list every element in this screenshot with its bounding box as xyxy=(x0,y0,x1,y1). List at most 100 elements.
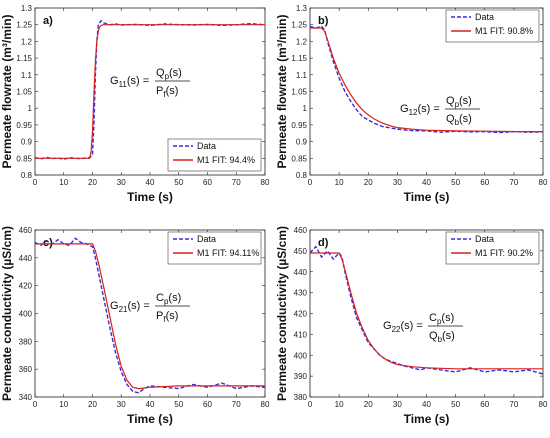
x-tick-label: 70 xyxy=(509,178,518,187)
y-tick-label: 1.2 xyxy=(21,37,33,46)
y-tick-label: 380 xyxy=(19,337,33,346)
x-tick-label: 30 xyxy=(393,400,402,409)
x-tick-label: 40 xyxy=(422,400,431,409)
transfer-function-lhs: G22(s) = xyxy=(383,320,423,334)
y-tick-label: 1.25 xyxy=(16,21,32,30)
legend: Data M1 FIT: 90.8% xyxy=(445,9,540,43)
transfer-function-numerator: Qp(s) xyxy=(156,67,182,81)
y-tick-label: 1.1 xyxy=(21,71,33,80)
panel-label: a) xyxy=(43,15,53,27)
legend: Data M1 FIT: 90.2% xyxy=(445,231,540,265)
x-tick-label: 10 xyxy=(335,178,344,187)
legend: Data M1 FIT: 94.11% xyxy=(167,231,262,265)
y-tick-label: 360 xyxy=(19,365,33,374)
transfer-function: G22(s) = Cp(s) Qb(s) xyxy=(383,312,463,344)
x-tick-label: 20 xyxy=(88,178,97,187)
chart-panel-2: 0 10 20 30 40 50 60 70 80 0.8 0.85 0.9 0.95 1 1.05 1.1 1… xyxy=(275,4,548,204)
y-tick-label: 1.05 xyxy=(291,88,307,97)
series-line-fit xyxy=(35,24,265,159)
y-tick-label: 1.3 xyxy=(21,4,33,13)
y-tick-label: 410 xyxy=(294,330,308,339)
panel-label: d) xyxy=(318,237,329,249)
series-line-data xyxy=(35,237,265,394)
x-tick-label: 50 xyxy=(174,400,183,409)
transfer-function-lhs: G11(s) = xyxy=(110,75,149,89)
x-tick-label: 40 xyxy=(146,178,155,187)
y-tick-label: 0.8 xyxy=(21,171,33,180)
y-tick-label: 1.05 xyxy=(16,88,32,97)
y-tick-label: 1 xyxy=(28,104,33,113)
legend-label-fit: M1 FIT: 94.11% xyxy=(197,248,259,258)
legend-label-data: Data xyxy=(197,141,216,151)
legend-label-fit: M1 FIT: 94.4% xyxy=(197,155,255,165)
series-line-fit xyxy=(35,243,265,390)
transfer-function: G21(s) = Cp(s) Pf(s) xyxy=(110,292,190,324)
transfer-function-denominator: Qb(s) xyxy=(446,113,472,127)
x-axis-label: Time (s) xyxy=(127,412,173,426)
transfer-function-denominator: Pf(s) xyxy=(156,310,178,324)
chart-panel-3: 0 10 20 30 40 50 60 70 80 340 360 380 400 420 440 460 Ti… xyxy=(0,226,270,426)
x-tick-label: 40 xyxy=(422,178,431,187)
x-tick-label: 30 xyxy=(117,178,126,187)
y-axis-label: Permeate conductivity (µS/cm) xyxy=(0,226,14,401)
x-tick-label: 30 xyxy=(393,178,402,187)
transfer-function-denominator: Pf(s) xyxy=(156,85,178,99)
x-tick-label: 50 xyxy=(451,178,460,187)
x-tick-label: 20 xyxy=(364,178,373,187)
y-tick-label: 340 xyxy=(19,393,33,402)
x-tick-label: 50 xyxy=(451,400,460,409)
x-tick-label: 40 xyxy=(146,400,155,409)
panel-label: b) xyxy=(318,15,329,27)
y-axis-label: Permeate flowrate (m³/min) xyxy=(275,14,289,168)
transfer-function: G12(s) = Qp(s) Qb(s) xyxy=(400,95,480,127)
y-tick-label: 1.3 xyxy=(296,4,308,13)
x-tick-label: 70 xyxy=(509,400,518,409)
y-tick-label: 440 xyxy=(294,268,308,277)
y-axis-label: Permeate flowrate (m³/min) xyxy=(0,14,14,168)
x-tick-label: 60 xyxy=(203,178,212,187)
x-tick-label: 10 xyxy=(59,178,68,187)
y-tick-label: 1.15 xyxy=(291,54,307,63)
x-tick-label: 60 xyxy=(480,400,489,409)
legend-label-fit: M1 FIT: 90.8% xyxy=(475,26,533,36)
x-tick-label: 0 xyxy=(308,400,313,409)
x-axis-label: Time (s) xyxy=(127,190,173,204)
y-tick-label: 1 xyxy=(303,104,308,113)
x-tick-label: 80 xyxy=(539,400,548,409)
transfer-function-numerator: Cp(s) xyxy=(156,292,181,306)
x-axis-label: Time (s) xyxy=(404,190,450,204)
chart-panel-1: 0 10 20 30 40 50 60 70 80 0.8 0.85 0.9 0.95 1 1.05 1.1 1… xyxy=(0,4,270,204)
y-tick-label: 0.85 xyxy=(291,154,307,163)
legend-label-data: Data xyxy=(475,234,494,244)
x-tick-label: 0 xyxy=(308,178,313,187)
legend-box xyxy=(445,9,540,43)
y-tick-label: 0.95 xyxy=(291,121,307,130)
series-line-fit xyxy=(310,252,543,370)
x-tick-label: 20 xyxy=(364,400,373,409)
transfer-function-numerator: Cp(s) xyxy=(429,312,454,326)
chart-panel-4: 0 10 20 30 40 50 60 70 80 380 390 400 410 420 430 440 45… xyxy=(275,226,548,426)
y-tick-label: 380 xyxy=(294,393,308,402)
x-tick-label: 20 xyxy=(88,400,97,409)
x-tick-label: 10 xyxy=(59,400,68,409)
transfer-function: G11(s) = Qp(s) Pf(s) xyxy=(110,67,190,99)
x-tick-label: 30 xyxy=(117,400,126,409)
y-tick-label: 460 xyxy=(19,226,33,235)
y-tick-label: 0.9 xyxy=(21,138,33,147)
y-tick-label: 390 xyxy=(294,372,308,381)
y-tick-label: 440 xyxy=(19,254,33,263)
x-tick-label: 0 xyxy=(33,178,38,187)
y-tick-label: 0.85 xyxy=(16,154,32,163)
transfer-function-lhs: G12(s) = xyxy=(400,103,440,117)
legend-box xyxy=(167,138,262,172)
y-axis-label: Permeate conductivity (µS/cm) xyxy=(275,226,289,401)
y-tick-label: 1.1 xyxy=(296,71,308,80)
y-tick-label: 460 xyxy=(294,226,308,235)
y-tick-label: 400 xyxy=(19,310,33,319)
y-tick-label: 0.8 xyxy=(296,171,308,180)
legend-label-fit: M1 FIT: 90.2% xyxy=(475,248,533,258)
x-tick-label: 70 xyxy=(232,400,241,409)
x-tick-label: 80 xyxy=(261,400,270,409)
y-tick-label: 450 xyxy=(294,247,308,256)
